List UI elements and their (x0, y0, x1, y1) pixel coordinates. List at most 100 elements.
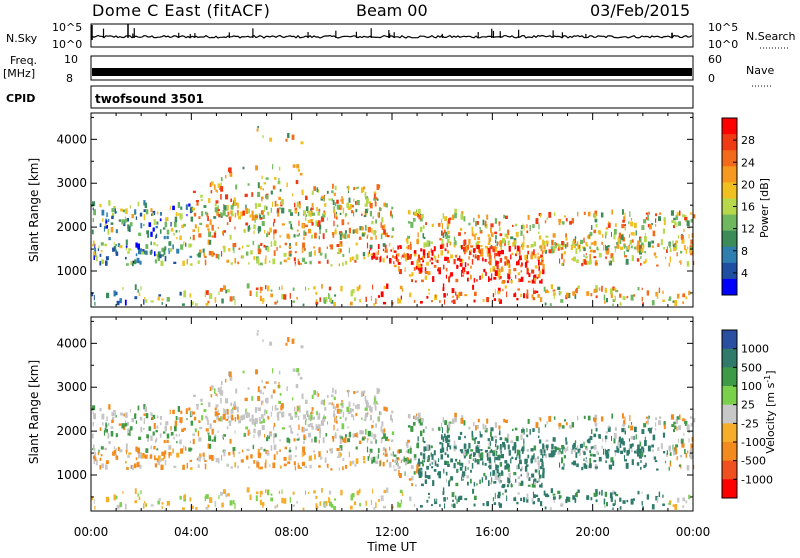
velocity-pixel (124, 503, 127, 510)
velocity-pixel (542, 467, 545, 474)
power-pixel (293, 234, 296, 238)
velocity-pixel (552, 493, 556, 496)
power-pixel (215, 253, 219, 259)
power-pixel (196, 200, 199, 206)
velocity-pixel (402, 458, 405, 462)
velocity-pixel (439, 504, 441, 507)
power-pixel (623, 251, 625, 256)
velocity-pixel (248, 428, 251, 434)
velocity-pixel (179, 495, 182, 500)
power-pixel (614, 295, 616, 301)
power-pixel (605, 234, 607, 239)
power-pixel (424, 271, 428, 275)
velocity-pixel (177, 417, 180, 420)
velocity-pixel (334, 416, 336, 423)
velocity-pixel (383, 406, 386, 411)
velocity-pixel (534, 479, 537, 485)
power-pixel (596, 246, 599, 251)
velocity-pixel (459, 431, 463, 435)
velocity-pixel (566, 496, 569, 502)
power-pixel (220, 194, 222, 200)
velocity-pixel (506, 495, 508, 502)
velocity-pixel (446, 430, 449, 434)
velocity-pixel (494, 435, 498, 439)
power-pixel (447, 235, 451, 239)
power-pixel (418, 214, 422, 220)
power-pixel (383, 202, 386, 207)
velocity-pixel (473, 421, 475, 427)
velocity-pixel (514, 444, 517, 448)
power-pixel (594, 213, 597, 219)
velocity-pixel (137, 447, 140, 454)
velocity-pixel (516, 465, 519, 470)
power-pixel (288, 251, 290, 257)
power-pixel (137, 289, 139, 293)
power-pixel (345, 213, 348, 216)
velocity-pixel (507, 477, 511, 483)
power-pixel (417, 232, 419, 238)
power-pixel (539, 280, 543, 284)
power-pixel (494, 252, 496, 259)
power-pixel (490, 232, 494, 237)
velocity-pixel (567, 496, 571, 503)
velocity-pixel (526, 471, 529, 478)
velocity-pixel (644, 440, 647, 447)
power-pixel (263, 182, 266, 185)
power-pixel (445, 231, 449, 235)
velocity-pixel (223, 489, 226, 494)
velocity-cbar-tick-label: -25 (741, 417, 759, 430)
power-pixel (356, 200, 360, 206)
velocity-pixel (312, 416, 315, 420)
power-pixel (235, 184, 238, 190)
power-pixel (176, 248, 180, 254)
velocity-pixel (637, 490, 640, 495)
power-pixel (368, 249, 370, 254)
velocity-pixel (361, 437, 365, 441)
velocity-pixel (576, 463, 579, 468)
velocity-pixel (447, 439, 451, 443)
power-pixel (292, 300, 295, 303)
power-pixel (478, 245, 480, 250)
power-pixel (307, 287, 310, 290)
velocity-pixel (380, 495, 384, 502)
power-pixel (669, 248, 672, 252)
power-pixel (605, 256, 607, 260)
velocity-pixel (173, 436, 175, 440)
nsearch-tick-high: 10^5 (708, 21, 738, 34)
power-pixel (594, 262, 598, 265)
power-pixel (247, 225, 250, 232)
power-pixel (458, 232, 461, 236)
power-pixel (407, 210, 411, 215)
velocity-pixel (217, 409, 219, 413)
velocity-pixel (593, 460, 597, 463)
power-pixel (151, 212, 154, 216)
power-pixel (194, 224, 197, 229)
velocity-pixel (576, 445, 579, 451)
power-pixel (611, 209, 613, 215)
power-pixel (507, 229, 510, 235)
velocity-pixel (211, 428, 214, 435)
velocity-pixel (198, 420, 201, 423)
power-pixel (375, 219, 377, 224)
power-pixel (588, 259, 592, 265)
velocity-pixel (538, 439, 542, 444)
velocity-pixel (143, 427, 145, 431)
power-pixel (316, 206, 318, 212)
power-pixel (146, 230, 149, 235)
power-pixel (366, 235, 368, 239)
power-pixel (490, 223, 494, 228)
velocity-pixel (424, 471, 427, 477)
velocity-pixel (679, 414, 681, 420)
velocity-pixel (91, 496, 94, 501)
power-pixel (193, 212, 197, 217)
power-pixel (277, 212, 280, 217)
power-pixel (399, 285, 403, 290)
velocity-pixel (190, 420, 194, 426)
power-pixel (260, 262, 263, 266)
velocity-pixel (225, 493, 228, 498)
velocity-pixel (372, 488, 374, 494)
power-pixel (643, 219, 647, 224)
power-pixel (355, 208, 358, 213)
velocity-pixel (203, 457, 205, 461)
power-pixel (251, 192, 254, 197)
